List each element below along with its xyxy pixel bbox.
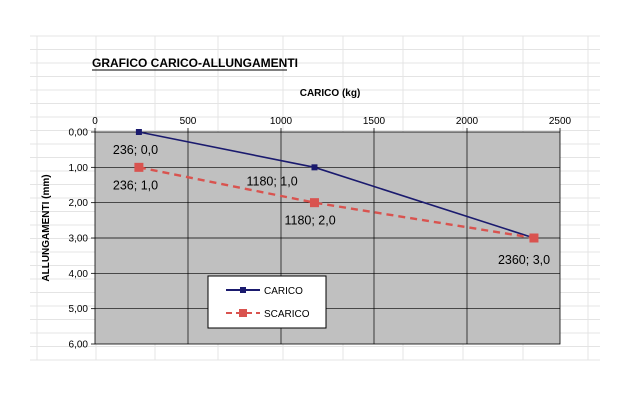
y-tick-label: 5,00 xyxy=(69,304,89,315)
y-tick-label: 1,00 xyxy=(69,163,89,174)
x-tick-label: 500 xyxy=(180,116,197,127)
legend-marker-scarico xyxy=(239,309,247,317)
x-tick-label: 1000 xyxy=(270,116,293,127)
y-tick-label: 3,00 xyxy=(69,234,89,245)
y-tick-label: 0,00 xyxy=(69,128,89,139)
y-axis-ticks: 0,00 1,00 2,00 3,00 4,00 5,00 6,00 xyxy=(69,128,95,351)
data-label-scarico: 1180; 2,0 xyxy=(284,214,335,228)
series-marker-scarico xyxy=(529,233,539,243)
data-label-scarico: 236; 1,0 xyxy=(113,178,158,192)
x-tick-label: 2000 xyxy=(456,116,479,127)
series-marker-scarico xyxy=(134,162,144,172)
legend: CARICO SCARICO xyxy=(207,275,327,329)
legend-marker-carico xyxy=(240,287,246,293)
x-tick-label: 0 xyxy=(92,116,98,127)
y-tick-label: 4,00 xyxy=(69,269,89,280)
series-line-scarico xyxy=(138,166,535,240)
series-layer xyxy=(134,129,539,243)
plot-gridlines xyxy=(95,132,560,344)
data-labels: 236; 0,0 1180; 1,0 2360; 3,0 236; 1,0 1180; … xyxy=(113,143,550,267)
y-axis-title: ALLUNGAMENTI (mm) xyxy=(41,174,52,281)
y-tick-label: 2,00 xyxy=(69,198,89,209)
legend-label-scarico: SCARICO xyxy=(264,309,310,320)
x-axis-title: CARICO (kg) xyxy=(300,88,361,99)
series-marker-scarico xyxy=(309,198,319,208)
x-tick-label: 1500 xyxy=(363,116,386,127)
series-marker-carico xyxy=(311,164,318,171)
chart-title: GRAFICO CARICO-ALLUNGAMENTI xyxy=(92,56,298,70)
data-label-carico: 2360; 3,0 xyxy=(498,253,550,267)
legend-box xyxy=(207,275,327,329)
x-axis-ticks: 0 500 1000 1500 2000 2500 xyxy=(92,116,572,132)
series-marker-carico xyxy=(135,129,142,135)
y-tick-label: 6,00 xyxy=(69,340,89,351)
legend-label-carico: CARICO xyxy=(264,286,303,297)
x-tick-label: 2500 xyxy=(549,116,572,127)
data-label-carico: 1180; 1,0 xyxy=(246,174,297,188)
data-label-carico: 236; 0,0 xyxy=(113,143,158,157)
